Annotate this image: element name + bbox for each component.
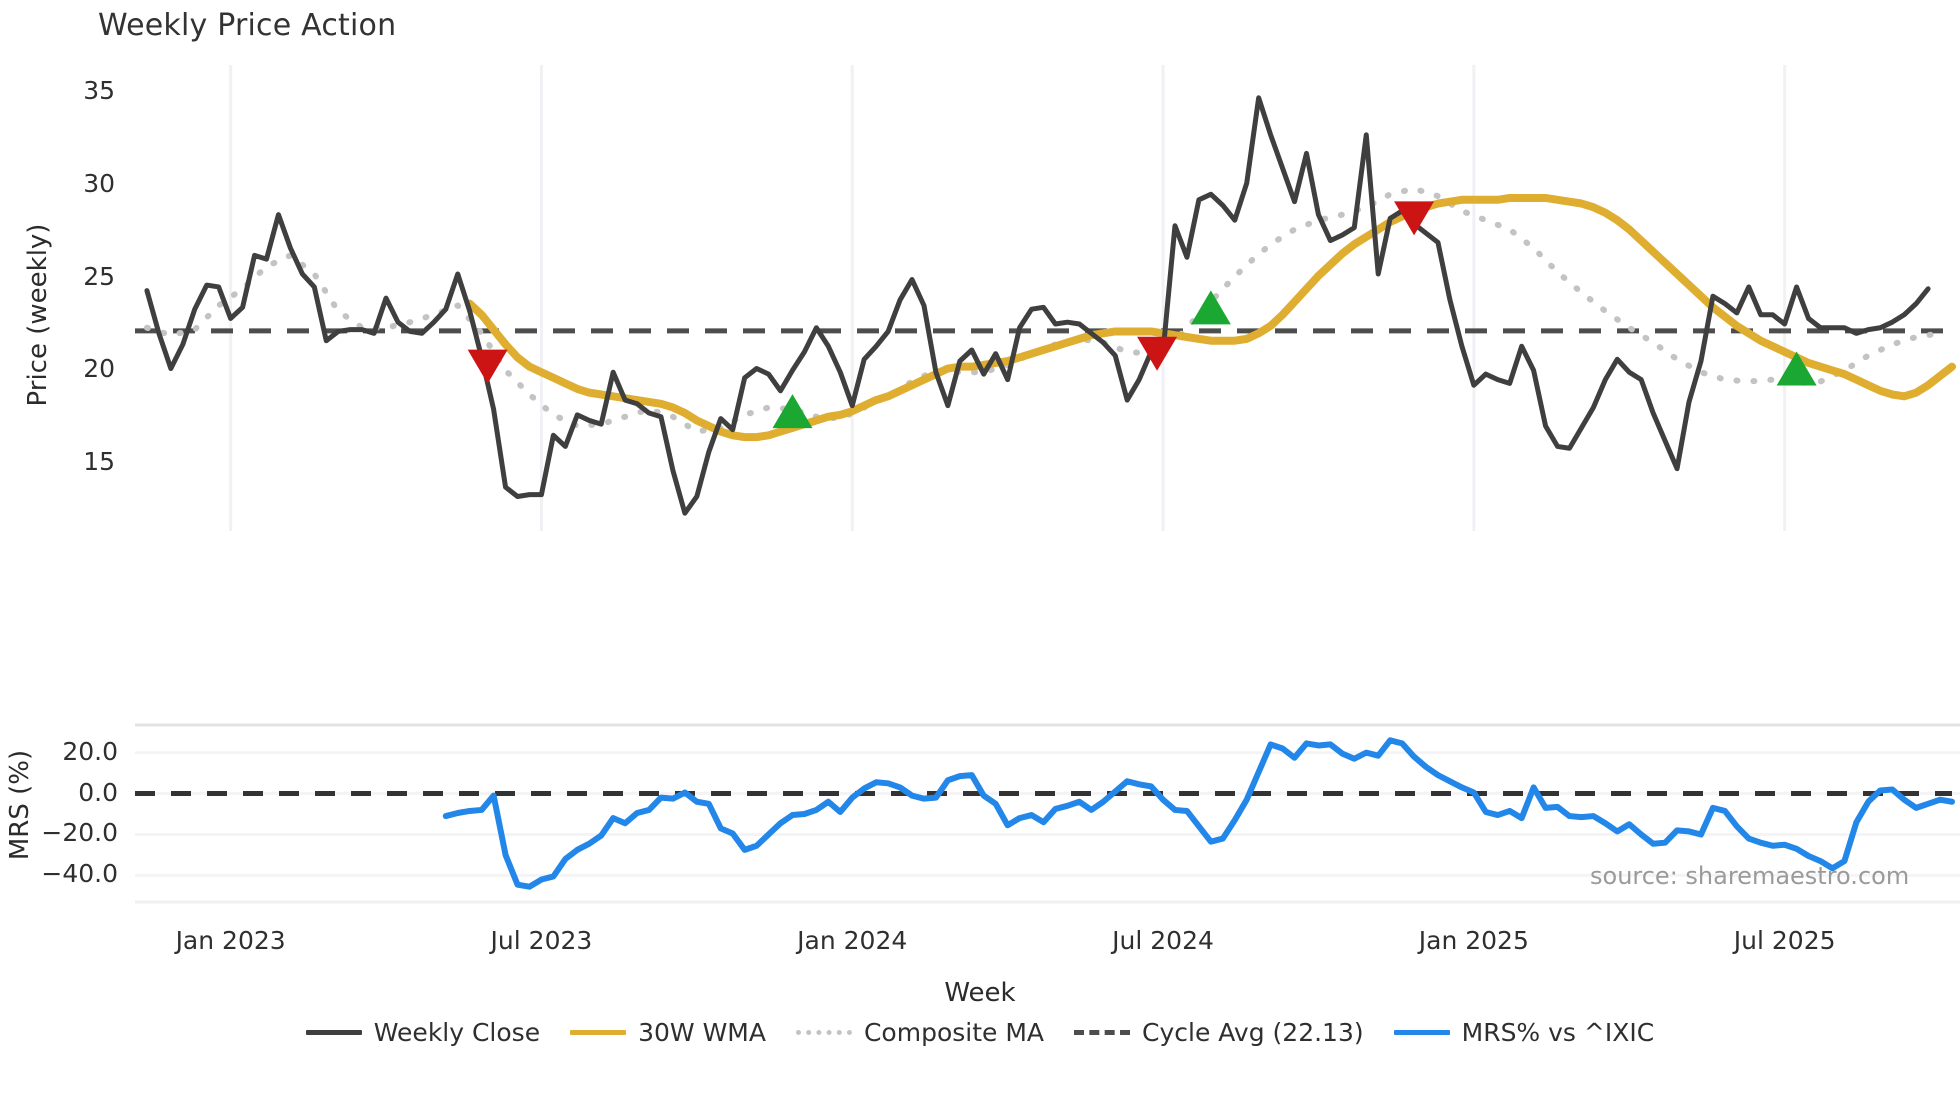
mrs-line [442, 737, 1955, 890]
legend-label: 30W WMA [638, 1018, 766, 1047]
legend-line-sample [570, 1030, 627, 1035]
legend-item-2[interactable]: Composite MA [795, 1018, 1045, 1047]
price-gridlines [229, 65, 1787, 531]
legend-line-sample [305, 1030, 362, 1035]
x-axis-label: Week [944, 978, 1016, 1008]
legend-swatch-icon [795, 1024, 852, 1042]
legend-line-sample [1074, 1030, 1131, 1035]
price-ytick-1: 20 [83, 354, 115, 384]
price-ytick-2: 25 [83, 261, 115, 291]
source-watermark: source: sharemaestro.com [1590, 862, 1910, 890]
x-tick-3: Jul 2024 [1112, 926, 1214, 955]
mrs-ytick-2: 0.0 [78, 777, 118, 807]
price-ytick-4: 35 [83, 76, 115, 106]
legend-label: Cycle Avg (22.13) [1142, 1018, 1364, 1047]
legend-line-sample [795, 1030, 852, 1035]
price-series-group [143, 95, 1956, 516]
x-tick-4: Jan 2025 [1418, 926, 1529, 955]
plot-area [135, 65, 1960, 904]
legend-swatch-icon [570, 1024, 627, 1042]
legend-item-4[interactable]: MRS% vs ^IXIC [1393, 1018, 1655, 1047]
signal-marker-buy-1 [772, 394, 813, 429]
legend-item-0[interactable]: Weekly Close [305, 1018, 541, 1047]
x-tick-5: Jul 2025 [1733, 926, 1836, 955]
price-ytick-0: 15 [83, 447, 115, 477]
price-ytick-3: 30 [83, 168, 115, 198]
signal-markers-group [467, 201, 1817, 429]
mrs-series-group [442, 737, 1955, 890]
x-tick-1: Jul 2023 [490, 926, 593, 955]
chart-title: Weekly Price Action [98, 8, 397, 43]
signal-marker-sell-4 [1394, 201, 1435, 236]
price-line-weekly-close [144, 95, 1931, 516]
legend-label: Composite MA [863, 1018, 1045, 1047]
legend-item-3[interactable]: Cycle Avg (22.13) [1074, 1018, 1364, 1047]
legend-item-1[interactable]: 30W WMA [570, 1018, 766, 1047]
x-tick-0: Jan 2023 [175, 926, 286, 955]
legend-label: MRS% vs ^IXIC [1461, 1018, 1655, 1047]
signal-marker-sell-2 [1137, 336, 1178, 371]
chart-legend: Weekly Close 30W WMA Composite MA Cycle Avg… [0, 1018, 1960, 1047]
mrs-ytick-0: −40.0 [41, 859, 118, 889]
signal-marker-buy-3 [1190, 290, 1231, 325]
legend-label: Weekly Close [373, 1018, 541, 1047]
x-tick-2: Jan 2024 [797, 926, 908, 955]
legend-swatch-icon [1074, 1024, 1131, 1042]
mrs-ytick-3: 20.0 [62, 736, 118, 766]
mrs-ytick-1: −20.0 [41, 818, 118, 848]
legend-swatch-icon [1393, 1024, 1450, 1042]
legend-line-sample [1393, 1030, 1450, 1035]
legend-swatch-icon [305, 1024, 362, 1042]
signal-marker-buy-5 [1776, 351, 1817, 386]
signal-marker-sell-0 [467, 349, 508, 384]
